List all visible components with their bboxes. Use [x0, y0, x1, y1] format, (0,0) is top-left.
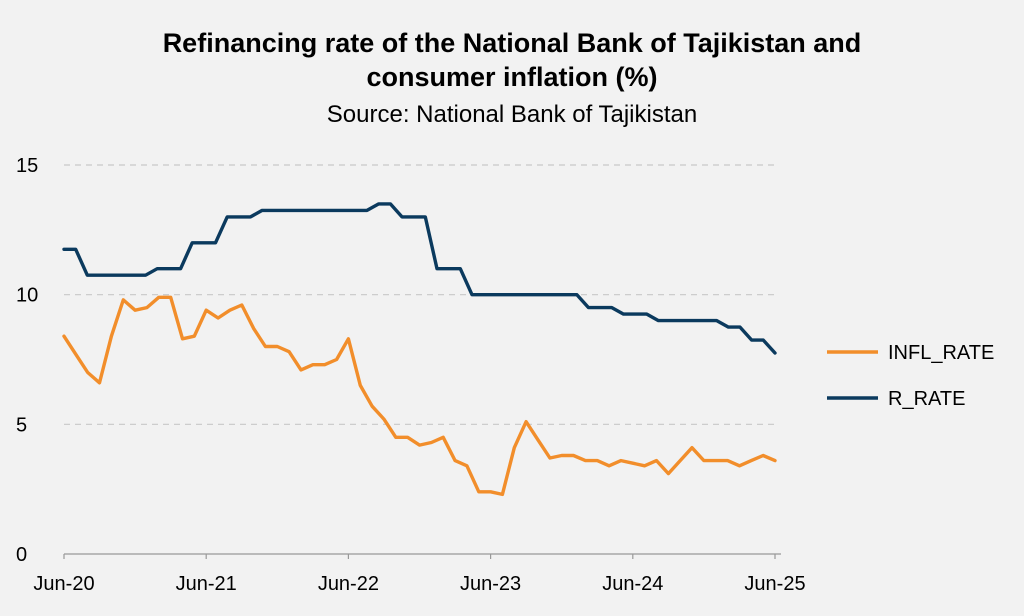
- legend-label-r-rate: R_RATE: [888, 388, 965, 410]
- x-tick-label: Jun-25: [744, 573, 805, 595]
- y-tick-label: 0: [16, 544, 27, 566]
- series-lines: [62, 202, 777, 497]
- legend-label-infl-rate: INFL_RATE: [888, 342, 994, 364]
- chart-title-line-1: Refinancing rate of the National Bank of…: [162, 28, 862, 58]
- x-tick-label: Jun-20: [33, 573, 94, 595]
- chart-title-line-2: consumer inflation (%): [366, 62, 658, 92]
- y-tick-label: 10: [16, 285, 38, 307]
- x-tick-label: Jun-21: [176, 573, 237, 595]
- y-tick-label: 15: [16, 155, 38, 177]
- chart-title: Refinancing rate of the National Bank of…: [0, 26, 1024, 94]
- legend: INFL_RATE R_RATE: [827, 342, 994, 410]
- y-axis-ticks: 0 5 10 15: [16, 155, 38, 566]
- x-axis-ticks: Jun-20 Jun-21 Jun-22 Jun-23 Jun-24 Jun-25: [33, 573, 805, 595]
- gridlines: [64, 164, 775, 425]
- series-line-infl-rate: [62, 295, 777, 497]
- y-tick-label: 5: [16, 414, 27, 436]
- x-tick-label: Jun-23: [460, 573, 521, 595]
- x-tick-label: Jun-22: [318, 573, 379, 595]
- series-line-r-rate: [62, 202, 777, 355]
- axes: [63, 553, 781, 559]
- chart-subtitle: Source: National Bank of Tajikistan: [326, 101, 698, 128]
- x-tick-label: Jun-24: [602, 573, 663, 595]
